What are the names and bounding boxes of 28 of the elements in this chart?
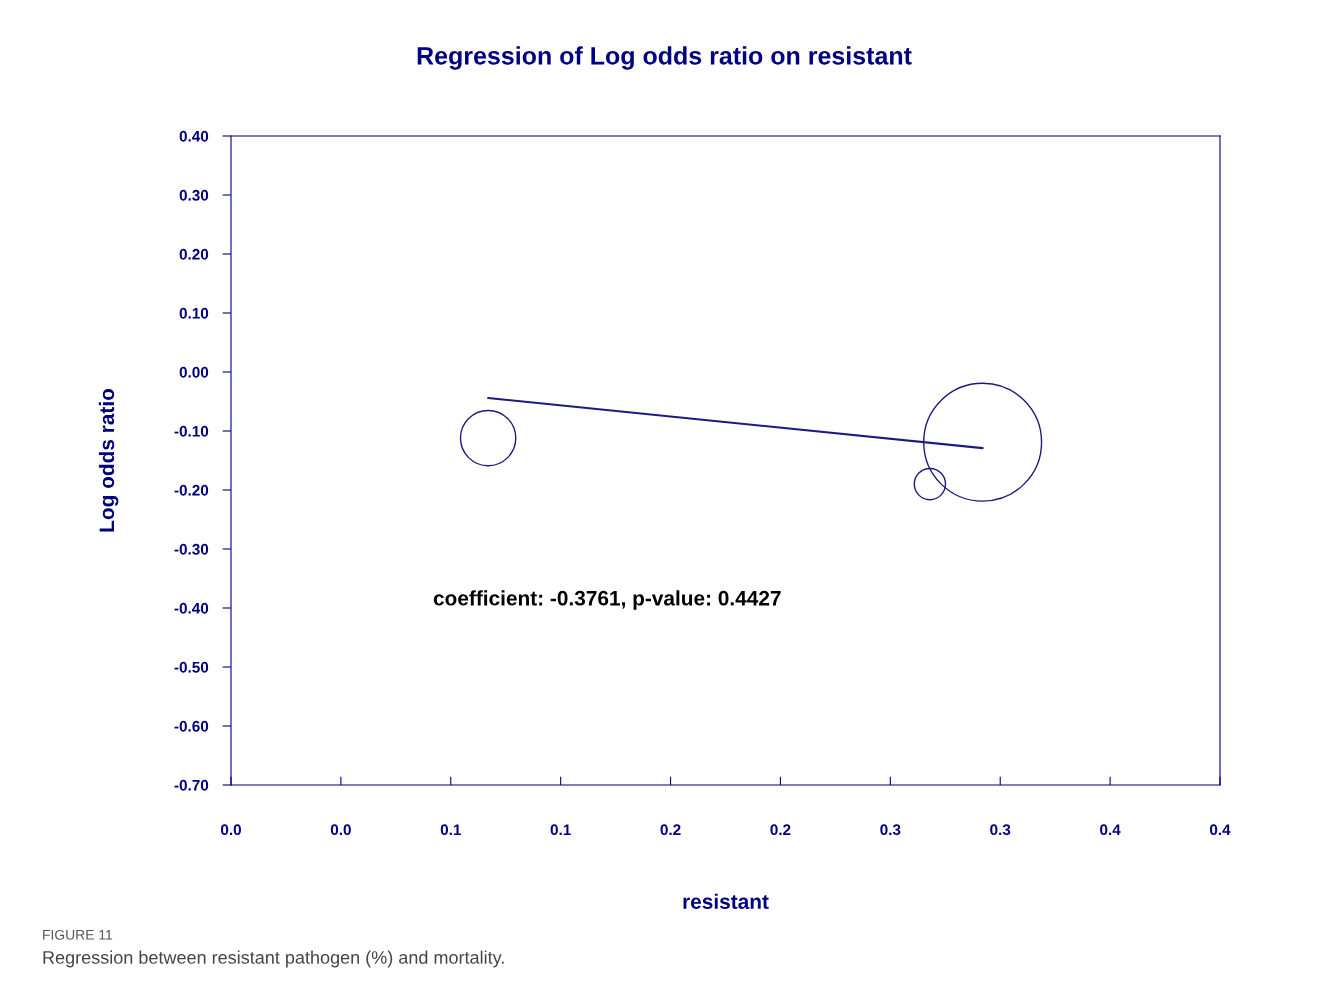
x-axis-title: resistant [683, 893, 769, 909]
x-tick-label: 0.1 [550, 824, 571, 836]
y-tick-label: -0.20 [174, 484, 209, 496]
y-tick-label: -0.30 [174, 543, 209, 555]
chart-title: Regression of Log odds ratio on resistant [417, 46, 912, 70]
x-tick-label: 0.3 [880, 824, 901, 836]
x-tick-label: 0.4 [1209, 824, 1231, 836]
x-tick-label: 0.4 [1100, 824, 1121, 836]
y-tick-label: 0.40 [179, 130, 209, 142]
annotation: coefficient: -0.3761, p-value: 0.4427 [433, 590, 781, 610]
text: Regression between resistant pathogen (%) and mortality. [43, 950, 504, 968]
x-tick-label: 0.0 [330, 824, 351, 836]
y-tick-label: 0.10 [179, 307, 209, 319]
y-tick-label: 0.20 [179, 248, 209, 260]
x-tick-label: 0.3 [990, 824, 1011, 836]
x-tick-label: 0.2 [660, 824, 681, 836]
x-tick-label: 0.0 [220, 824, 241, 836]
y-tick-label: -0.50 [174, 661, 209, 673]
x-tick-label: 0.1 [440, 824, 461, 836]
y-axis-title: Log odds ratio [98, 388, 119, 532]
y-tick-label: -0.40 [174, 602, 209, 614]
y-tick-label: 0.00 [179, 366, 209, 378]
y-tick-label: -0.70 [174, 779, 209, 791]
caption: FIGURE 11 [43, 929, 113, 940]
y-tick-label: -0.10 [174, 425, 209, 437]
y-tick-label: 0.30 [179, 189, 209, 201]
y-tick-label: -0.60 [174, 720, 209, 732]
x-tick-label: 0.2 [770, 824, 791, 836]
